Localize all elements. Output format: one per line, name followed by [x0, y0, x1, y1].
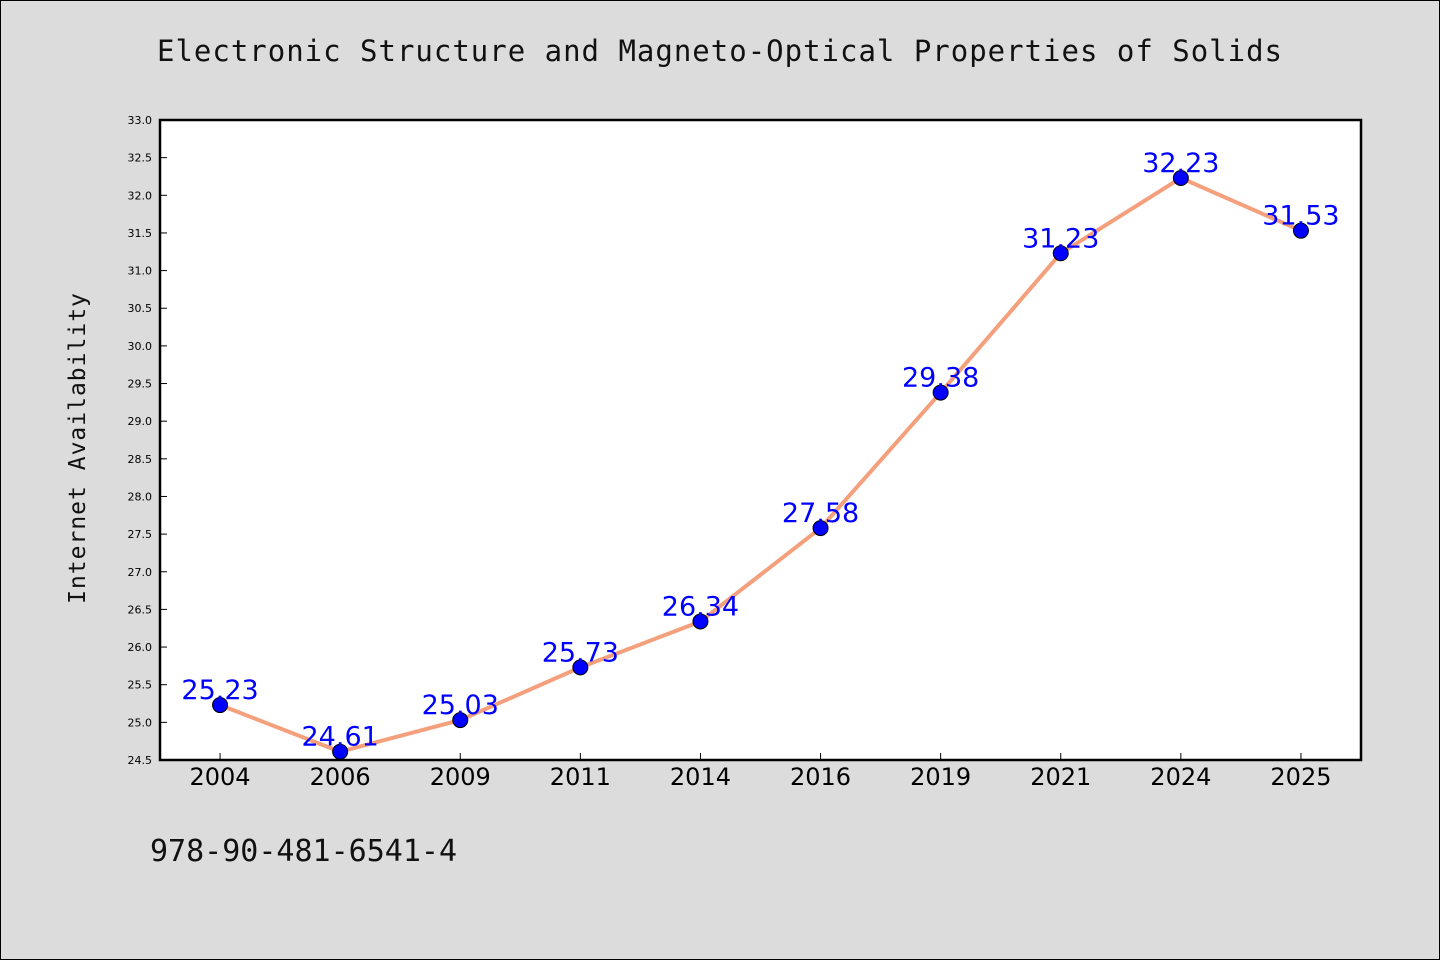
y-tick-label: 27.5 [128, 528, 153, 541]
x-tick-label: 2025 [1270, 763, 1331, 791]
chart-title: Electronic Structure and Magneto-Optical… [156, 34, 1284, 68]
y-tick-label: 26.0 [128, 641, 153, 654]
y-tick-label: 32.5 [128, 152, 153, 165]
plot-border [158, 118, 1363, 762]
y-tick-label: 28.5 [128, 453, 153, 466]
data-label: 24.61 [302, 722, 379, 753]
x-tick-label: 2024 [1150, 763, 1211, 791]
x-tick-label: 2016 [790, 763, 851, 791]
data-label: 31.53 [1262, 201, 1339, 232]
data-label: 26.34 [662, 591, 739, 622]
data-point [932, 384, 949, 401]
x-tick-label: 2011 [550, 763, 611, 791]
x-tick-label: 2006 [310, 763, 371, 791]
data-point [692, 613, 709, 630]
y-tick-label: 29.5 [128, 378, 153, 391]
y-tick-label: 32.0 [128, 189, 153, 202]
x-tick-label: 2014 [670, 763, 731, 791]
footer-code: 978-90-481-6541-4 [150, 834, 458, 869]
data-label: 32.23 [1142, 148, 1219, 179]
y-tick-label: 30.5 [128, 302, 153, 315]
x-tick-label: 2019 [910, 763, 971, 791]
series-line [218, 175, 1303, 754]
y-tick-label: 29.0 [128, 415, 153, 428]
y-tick-label: 28.0 [128, 490, 153, 503]
y-tick-label: 31.5 [128, 227, 153, 240]
data-label: 29.38 [902, 363, 979, 394]
x-tick-label: 2004 [190, 763, 251, 791]
data-label: 25.73 [542, 637, 619, 668]
data-label: 31.23 [1022, 223, 1099, 254]
plot-area [160, 120, 1361, 760]
y-tick-label: 24.5 [128, 754, 153, 767]
y-tick-label: 30.0 [128, 340, 153, 353]
data-point [812, 520, 829, 537]
data-point [1292, 222, 1309, 239]
data-label: 25.23 [181, 675, 258, 706]
x-tick-label: 2021 [1030, 763, 1091, 791]
data-point [1052, 245, 1069, 262]
data-point [572, 659, 589, 676]
data-point [1172, 169, 1189, 186]
y-tick-label: 31.0 [128, 265, 153, 278]
y-tick-label: 25.0 [128, 716, 153, 729]
x-tick-label: 2009 [430, 763, 491, 791]
data-point [452, 712, 469, 729]
data-point [212, 697, 229, 714]
data-label: 27.58 [782, 498, 859, 529]
y-tick-label: 25.5 [128, 679, 153, 692]
y-tick-label: 33.0 [128, 114, 153, 127]
data-label: 25.03 [422, 690, 499, 721]
y-tick-label: 26.5 [128, 603, 153, 616]
y-tick-label: 27.0 [128, 566, 153, 579]
